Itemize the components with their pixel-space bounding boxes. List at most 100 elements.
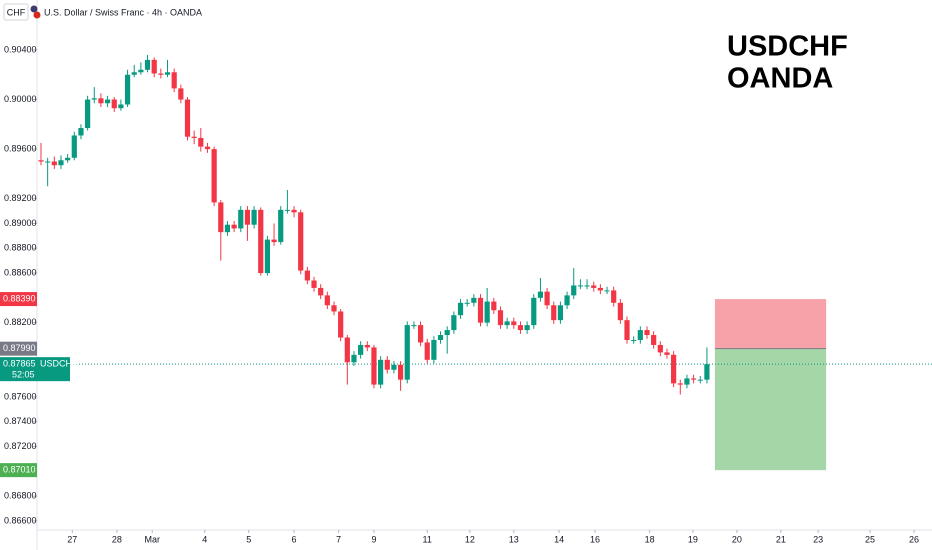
candle-body [531,297,537,326]
candle-body [651,335,657,345]
candle-body [631,339,637,341]
candle-body [65,157,71,161]
candle-body [118,104,124,109]
candle-body [397,364,404,380]
candle-body [664,352,670,355]
candle-body [271,239,277,243]
candle-body [457,302,464,316]
y-tick-label: 0.90000 [4,94,37,104]
candle-body [378,359,384,385]
flag-icon [30,5,38,13]
y-tick-label: 0.86600 [4,515,37,525]
candle-body [164,72,171,75]
annotation: OANDA [727,63,833,95]
candle-body [690,378,697,380]
candle-body [497,310,504,326]
candle-body [577,285,583,287]
x-tick-label: 12 [465,534,475,544]
candle-body [484,301,490,323]
candle-body [431,339,437,360]
candle-body [551,305,557,321]
currency-label: CHF [7,7,26,17]
candle-body [98,98,104,104]
candle-body [211,149,217,203]
candle-body [437,335,444,340]
countdown: 52:05 [12,370,35,380]
candle-body [218,202,224,233]
candle-body [404,325,410,380]
candle-body [557,305,564,321]
x-tick-label: 6 [292,534,297,544]
y-tick-label: 0.87600 [4,391,37,401]
candle-body [491,301,497,311]
candle-body [411,325,417,327]
x-tick-label: 14 [554,534,564,544]
candle-body [671,354,677,384]
candle-body [311,280,317,288]
x-tick-label: 20 [732,534,742,544]
x-tick-label: 18 [645,534,655,544]
x-tick-label: 21 [776,534,786,544]
candle-body [464,302,470,304]
y-tick-label: 0.87200 [4,441,37,451]
candle-body [291,209,297,213]
candle-body [298,212,304,271]
candle-body [124,74,131,105]
candle-body [104,99,111,104]
candle-body [78,128,84,136]
x-tick-label: 13 [509,534,519,544]
y-tick-label: 0.88800 [4,243,37,253]
candle-body [224,224,231,233]
current-symbol: USDCHF [40,359,78,369]
candle-body [417,325,424,343]
candle-body [591,285,597,288]
candle-body [111,99,117,109]
candle-body [331,305,337,312]
candle-body [304,270,310,281]
x-tick-label: 27 [67,534,77,544]
candle-body [451,315,457,331]
price-badge [0,463,37,478]
x-tick-label: 28 [112,534,122,544]
price-badge [0,292,37,307]
candle-body [617,302,623,321]
candle-body [51,161,57,166]
y-tick-label: 0.89200 [4,193,37,203]
price-badge [0,341,37,356]
candle-body [198,137,204,147]
candle-body [318,287,324,296]
price-badge-label: 0.87990 [3,343,36,353]
candle-body [71,135,77,158]
candle-body [45,161,51,163]
candle-body [231,224,237,229]
x-tick-label: 5 [246,534,251,544]
candle-body [191,136,197,138]
candle-body [471,297,477,303]
candle-body [138,69,144,73]
x-tick-label: 23 [813,534,823,544]
candle-body [564,295,570,306]
y-tick-label: 0.87400 [4,416,37,426]
candle-body [624,320,630,340]
candle-body [391,364,397,370]
candle-body [158,73,164,75]
target-zone [714,348,827,471]
candle-body [384,359,390,370]
y-tick-label: 0.90400 [4,44,37,54]
candle-body [38,160,44,162]
candle-body [504,321,510,326]
candle-body [244,209,251,225]
candle-body [644,330,650,336]
y-tick-label: 0.89600 [4,143,37,153]
candle-body [571,285,577,296]
candle-body [338,311,344,338]
y-tick-label: 0.88200 [4,317,37,327]
x-tick-label: 26 [909,534,919,544]
candle-body [364,344,370,348]
candle-body [697,379,703,381]
candle-body [477,297,484,323]
candle-body [358,344,364,355]
candle-body [584,285,590,287]
candle-body [537,291,544,298]
